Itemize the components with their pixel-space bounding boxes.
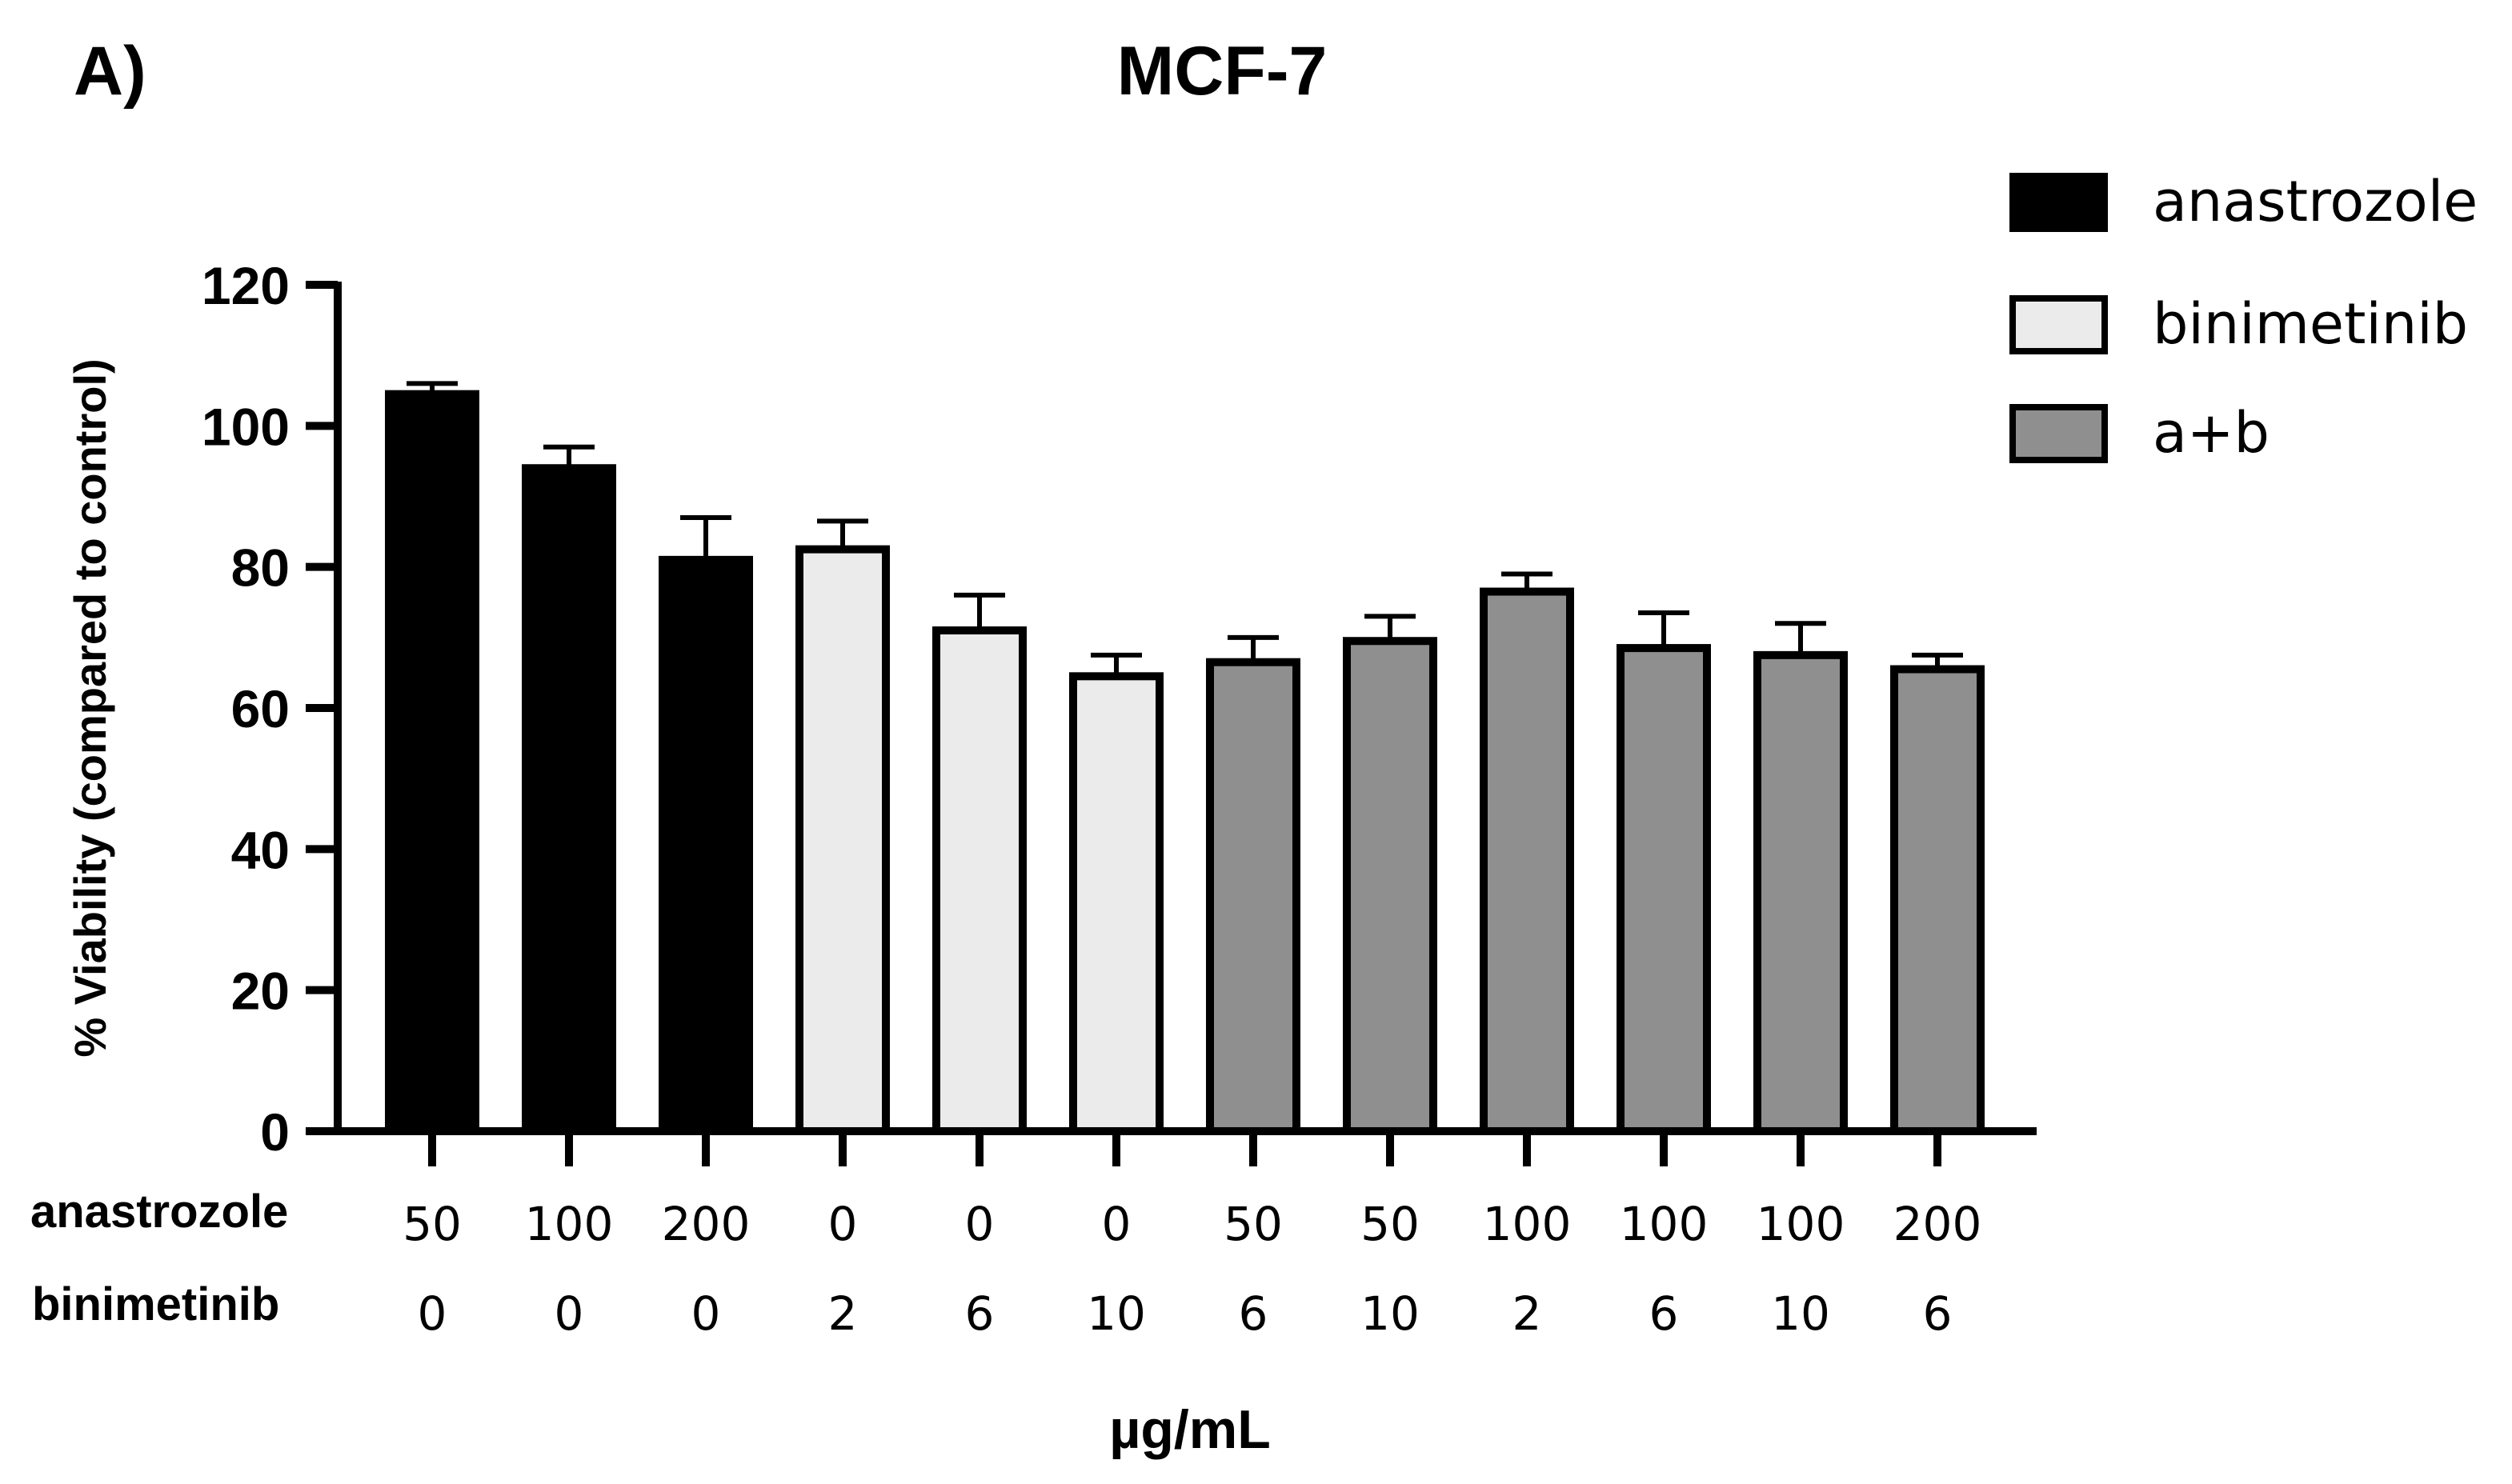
x-tick-label-binimetinib: 6	[965, 1286, 995, 1341]
bar	[1753, 650, 1848, 1135]
bar	[1480, 587, 1574, 1135]
x-tick-label-binimetinib: 10	[1771, 1286, 1830, 1341]
legend: anastrozole binimetinib a+b	[2009, 169, 2478, 466]
x-tick-label-binimetinib: 6	[1239, 1286, 1268, 1341]
bar	[795, 545, 890, 1135]
x-axis-label: µg/mL	[1109, 1399, 1271, 1460]
y-tick-label: 120	[202, 256, 290, 315]
x-tick-label-binimetinib: 2	[1512, 1286, 1542, 1341]
y-tick-label: 40	[231, 820, 290, 879]
bar	[1069, 672, 1164, 1135]
legend-swatch	[2009, 404, 2108, 463]
x-tick-label-binimetinib: 0	[691, 1286, 721, 1341]
bar	[522, 464, 616, 1135]
chart-title: MCF-7	[1117, 33, 1328, 110]
x-tick-label-anastrozole: 100	[1483, 1197, 1572, 1251]
x-tick-label-binimetinib: 2	[828, 1286, 858, 1341]
panel-label: A)	[74, 33, 146, 110]
bar	[932, 626, 1027, 1135]
legend-swatch	[2009, 173, 2108, 232]
y-tick-label: 20	[231, 962, 290, 1021]
legend-label: anastrozole	[2153, 169, 2478, 234]
row-label-anastrozole: anastrozole	[30, 1186, 288, 1238]
x-tick-label-anastrozole: 50	[403, 1197, 462, 1251]
bar	[1206, 658, 1300, 1135]
bar	[385, 390, 479, 1135]
x-tick-label-binimetinib: 0	[555, 1286, 584, 1341]
y-tick-label: 0	[260, 1102, 290, 1162]
x-tick-label-anastrozole: 100	[1620, 1197, 1709, 1251]
legend-label: binimetinib	[2153, 291, 2468, 357]
x-tick-label-binimetinib: 0	[418, 1286, 447, 1341]
x-tick-label-binimetinib: 10	[1360, 1286, 1420, 1341]
x-tick-label-anastrozole: 200	[1893, 1197, 1982, 1251]
legend-swatch	[2009, 295, 2108, 354]
plot-area: 0204060801001205001000200002060105065010…	[30, 256, 2037, 1341]
y-axis-label: % Viability (compared to control)	[65, 358, 115, 1057]
y-tick-label: 100	[202, 397, 290, 456]
row-label-binimetinib: binimetinib	[32, 1278, 279, 1330]
x-tick-label-binimetinib: 6	[1923, 1286, 1953, 1341]
x-tick-label-anastrozole: 50	[1360, 1197, 1420, 1251]
x-tick-label-anastrozole: 50	[1224, 1197, 1283, 1251]
x-tick-label-binimetinib: 10	[1087, 1286, 1146, 1341]
x-tick-label-anastrozole: 0	[1102, 1197, 1132, 1251]
x-tick-label-binimetinib: 6	[1649, 1286, 1679, 1341]
x-tick-label-anastrozole: 0	[965, 1197, 995, 1251]
bar	[659, 555, 753, 1135]
y-tick-label: 80	[231, 538, 290, 598]
bar	[1343, 637, 1437, 1135]
legend-label: a+b	[2153, 400, 2270, 466]
x-tick-label-anastrozole: 100	[525, 1197, 614, 1251]
y-tick-label: 60	[231, 679, 290, 738]
x-tick-label-anastrozole: 100	[1757, 1197, 1845, 1251]
bar	[1617, 644, 1711, 1135]
x-tick-label-anastrozole: 200	[662, 1197, 751, 1251]
bar	[1890, 665, 1985, 1135]
x-tick-label-anastrozole: 0	[828, 1197, 858, 1251]
